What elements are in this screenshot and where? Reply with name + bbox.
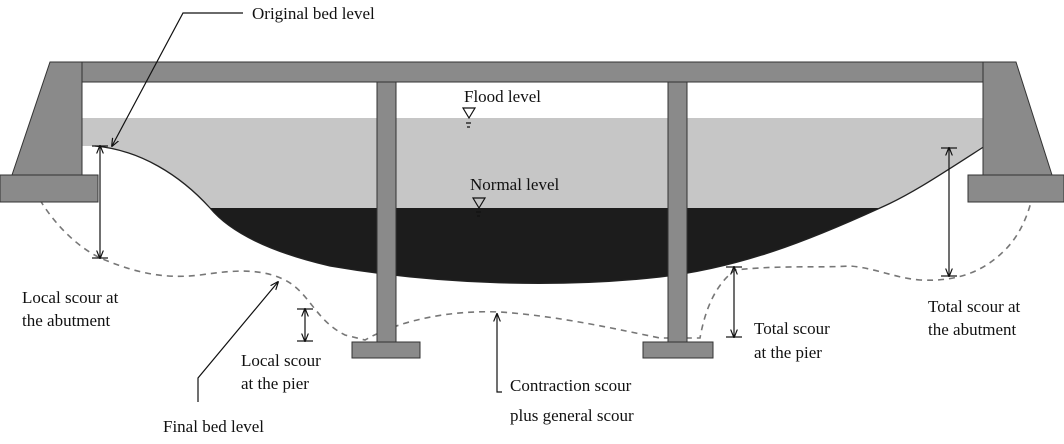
right-pier-footing (642, 341, 714, 359)
contraction-scour-label-line2: plus general scour (510, 406, 634, 425)
right-abutment (982, 61, 1053, 176)
flood-level-label: Flood level (464, 87, 541, 106)
right-pier-column (667, 81, 688, 343)
original-bed-line (94, 145, 986, 285)
original-bed-level-label: Original bed level (252, 4, 375, 23)
final-bed-level-label: Final bed level (163, 417, 264, 436)
flood-level-symbol (461, 107, 477, 128)
bridge-deck (79, 61, 986, 83)
left-pier-footing (351, 341, 421, 359)
contraction-scour-leader (497, 314, 502, 393)
local-scour-pier-dimension (297, 309, 313, 341)
total-scour-pier-dimension (726, 267, 742, 337)
total-scour-pier-label-line2: at the pier (754, 343, 822, 362)
original-bed-leader (112, 12, 243, 146)
final-bed-dashed-line (39, 197, 1033, 341)
normal-level-label: Normal level (470, 175, 559, 194)
normal-level-symbol (471, 197, 487, 217)
flood-water-area (80, 118, 985, 208)
total-scour-abutment-dimension (941, 148, 957, 276)
total-scour-abutment-label-line2: the abutment (928, 320, 1017, 339)
local-scour-pier-label-line2: at the pier (241, 374, 309, 393)
right-abutment-footing (967, 174, 1064, 203)
local-scour-abutment-label-line2: the abutment (22, 311, 111, 330)
left-abutment-footing (0, 174, 99, 203)
local-scour-pier-label-line1: Local scour (241, 351, 321, 370)
local-scour-abutment-label-line1: Local scour at (22, 288, 119, 307)
total-scour-pier-label-line1: Total scour (754, 319, 830, 338)
normal-water-area (210, 208, 880, 284)
local-scour-abutment-dimension (92, 146, 108, 258)
total-scour-abutment-label-line1: Total scour at (928, 297, 1021, 316)
left-pier-column (376, 81, 397, 343)
left-abutment (11, 61, 83, 176)
final-bed-leader (197, 282, 278, 402)
contraction-scour-label-line1: Contraction scour (510, 376, 632, 395)
